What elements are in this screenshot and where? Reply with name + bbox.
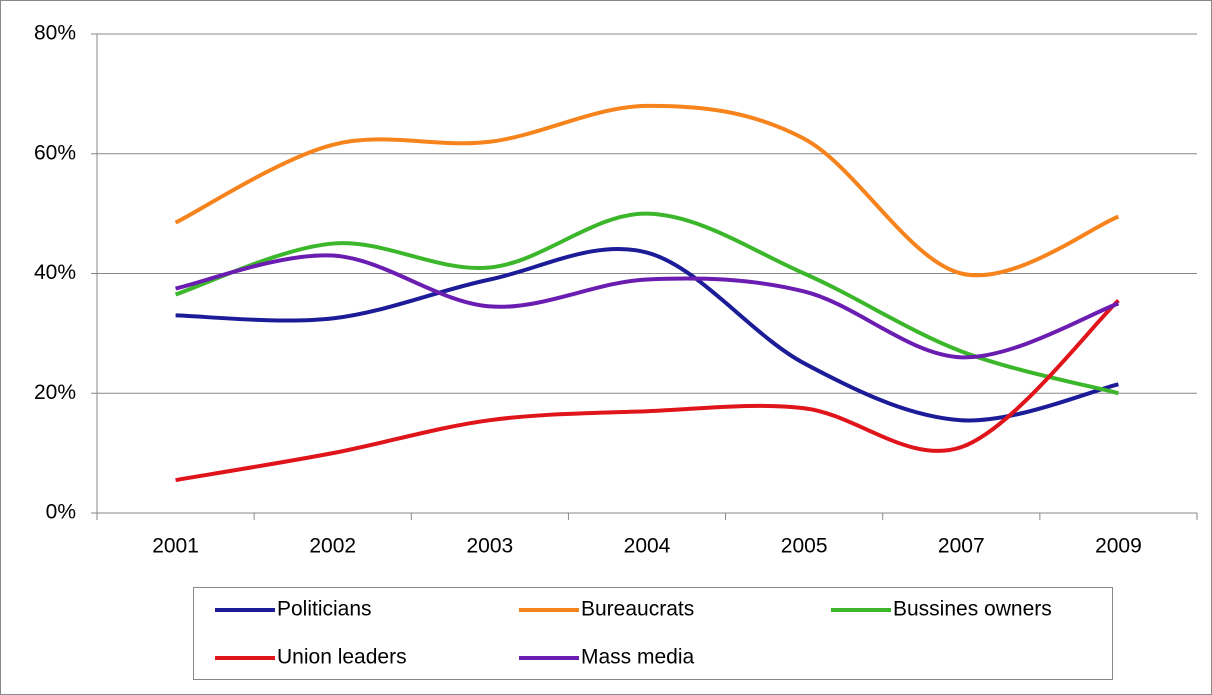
y-tick-label: 60%	[34, 141, 76, 164]
x-tick-label: 2003	[466, 535, 513, 558]
series-line	[175, 298, 1120, 483]
y-tick-label: 80%	[34, 22, 76, 45]
series-line	[174, 211, 1119, 396]
legend-label: Mass media	[581, 646, 695, 669]
x-tick-label: 2005	[781, 535, 828, 558]
legend-label: Union leaders	[277, 646, 407, 669]
legend-label: Bureaucrats	[581, 598, 694, 621]
series-line	[175, 246, 1119, 423]
y-tick-label: 40%	[34, 261, 76, 284]
series-line	[174, 103, 1120, 278]
x-tick-label: 2001	[152, 535, 199, 558]
legend-label: Bussines owners	[893, 598, 1052, 621]
x-tick-label: 2004	[624, 535, 671, 558]
x-tick-label: 2009	[1095, 535, 1142, 558]
legend-label: Politicians	[277, 598, 372, 621]
x-tick-label: 2007	[938, 535, 985, 558]
x-tick-label: 2002	[309, 535, 356, 558]
legend-box	[193, 587, 1113, 680]
series-line	[175, 253, 1120, 360]
y-tick-label: 0%	[46, 501, 76, 524]
y-tick-label: 20%	[34, 381, 76, 404]
